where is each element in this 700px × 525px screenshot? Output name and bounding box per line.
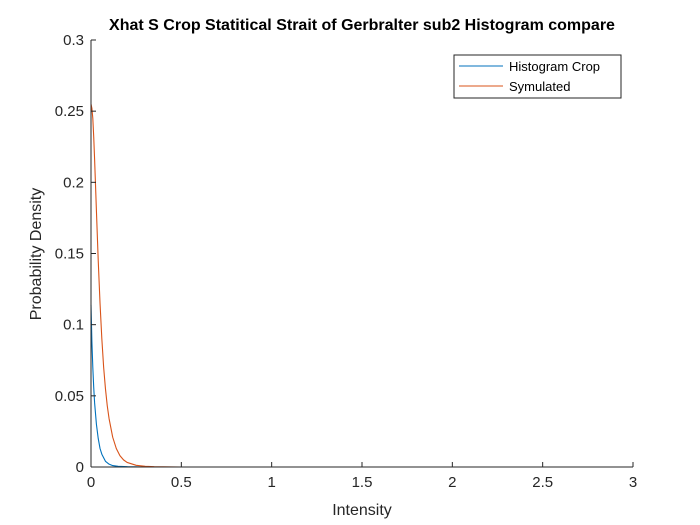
plot-area: [91, 40, 633, 467]
chart-title: Xhat S Crop Statitical Strait of Gerbral…: [109, 17, 615, 34]
y-tick-label: 0.15: [55, 246, 84, 263]
x-tick-label: 0.5: [171, 474, 192, 491]
y-tick-label: 0.2: [63, 174, 84, 191]
x-tick-label: 1: [267, 474, 275, 491]
x-tick-label: 2.5: [532, 474, 553, 491]
y-tick-label: 0.25: [55, 103, 84, 120]
y-tick-label: 0.1: [63, 317, 84, 334]
y-tick-label: 0.05: [55, 388, 84, 405]
x-tick-label: 3: [629, 474, 637, 491]
x-axis-label: Intensity: [332, 502, 392, 519]
y-axis-label: Probability Density: [28, 188, 45, 321]
legend-box: [453, 54, 622, 99]
x-tick-label: 2: [448, 474, 456, 491]
legend-label-histogram-crop: Histogram Crop: [509, 59, 600, 74]
x-tick-label: 1.5: [352, 474, 373, 491]
axes-layer: 0 0.5 1 1.5 2 2.5 3 0 0.05 0.1 0.15 0.2 0.25 0.3: [55, 32, 637, 491]
y-tick-label: 0: [76, 459, 84, 476]
legend[interactable]: Histogram Crop Symulated: [453, 54, 622, 99]
y-tick-label: 0.3: [63, 32, 84, 49]
legend-label-symulated: Symulated: [509, 79, 570, 94]
x-tick-label: 0: [87, 474, 95, 491]
